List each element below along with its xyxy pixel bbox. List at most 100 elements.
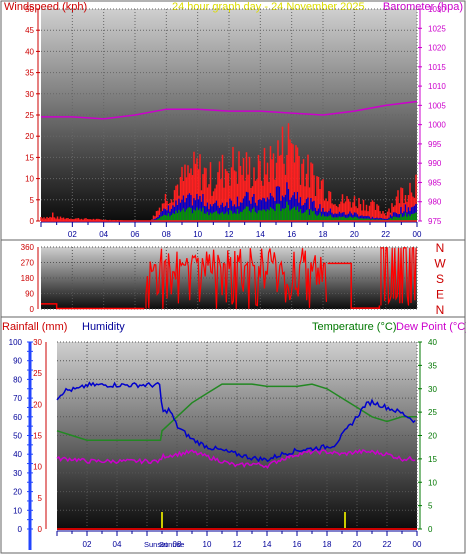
wind-series: [40, 100, 418, 222]
compass-label: N: [436, 241, 445, 255]
wind-x-tick-label: 20: [350, 230, 359, 239]
compass-label: S: [436, 272, 444, 286]
wind-y-tick-label: 25: [25, 111, 34, 120]
wind-axes: 0510152025303540455097598098599099510001…: [25, 5, 446, 239]
temperature-tick-label: 40: [428, 338, 437, 347]
barometer-tick-label: 995: [428, 140, 442, 149]
wind-y-tick-label: 0: [30, 217, 35, 226]
temperature-tick-label: 20: [428, 432, 437, 441]
wind-y-tick-label: 35: [25, 69, 34, 78]
temp-series: [56, 381, 417, 530]
compass-label: W: [434, 257, 446, 271]
humidity-tick-label: 90: [13, 357, 22, 366]
rainfall-tick-label: 0: [38, 525, 43, 534]
compass-label: N: [436, 303, 445, 317]
rainfall-tick-label: 15: [33, 432, 42, 441]
temp-x-tick-label: 08: [173, 540, 182, 549]
humidity-tick-label: 20: [13, 488, 22, 497]
temperature-line: [56, 383, 417, 441]
barometer-line: [41, 100, 418, 120]
direction-tick-label: 90: [25, 290, 34, 299]
wind-x-tick-label: 08: [162, 230, 171, 239]
barometer-tick-label: 1005: [428, 101, 446, 110]
rainfall-tick-label: 5: [38, 494, 43, 503]
humidity-tick-label: 40: [13, 450, 22, 459]
wind-y-tick-label: 45: [25, 26, 34, 35]
barometer-tick-label: 980: [428, 198, 442, 207]
sunset-label: Sunset: [144, 540, 168, 549]
direction-line: [327, 262, 381, 309]
temperature-tick-label: 5: [428, 502, 433, 511]
direction-series: [41, 247, 417, 310]
temperature-tick-label: 0: [428, 525, 433, 534]
temperature-tick-label: 15: [428, 455, 437, 464]
humidity-tick-label: 60: [13, 413, 22, 422]
temp-x-tick-label: 16: [293, 540, 302, 549]
temperature-tick-label: 35: [428, 361, 437, 370]
temp-axes: 0102030405060708090100051015202530051015…: [9, 338, 437, 550]
humidity-line: [56, 381, 416, 463]
wind-y-tick-label: 30: [25, 90, 34, 99]
rainfall-tick-label: 10: [33, 463, 42, 472]
temperature-tick-label: 30: [428, 385, 437, 394]
temp-x-tick-label: 22: [383, 540, 392, 549]
compass-label: E: [436, 288, 444, 302]
barometer-tick-label: 1010: [428, 82, 446, 91]
temperature-label: Temperature (°C): [312, 321, 396, 333]
barometer-tick-label: 1030: [428, 5, 446, 14]
humidity-label: Humidity: [82, 321, 125, 333]
rainfall-tick-label: 30: [33, 338, 42, 347]
wind-x-tick-label: 18: [319, 230, 328, 239]
direction-tick-label: 180: [21, 274, 35, 283]
wind-x-tick-label: 12: [225, 230, 234, 239]
wind-y-tick-label: 10: [25, 175, 34, 184]
humidity-tick-label: 50: [13, 432, 22, 441]
wind-x-tick-label: 06: [131, 230, 140, 239]
graph-title: 24 hour graph day - 24 November 2025: [172, 1, 365, 13]
humidity-tick-label: 100: [9, 338, 23, 347]
dewpoint-label: Dew Point (°C): [396, 321, 466, 333]
wind-x-tick-label: 00: [413, 230, 422, 239]
direction-line: [380, 247, 417, 306]
barometer-tick-label: 1000: [428, 121, 446, 130]
wind-y-tick-label: 15: [25, 153, 34, 162]
wind-y-tick-label: 5: [30, 196, 35, 205]
barometer-title: Barometer (hpa): [383, 1, 463, 13]
temperature-tick-label: 10: [428, 478, 437, 487]
temp-x-tick-label: 02: [83, 540, 92, 549]
barometer-tick-label: 985: [428, 178, 442, 187]
direction-tick-label: 360: [21, 243, 35, 252]
rainfall-tick-label: 25: [33, 369, 42, 378]
wind-x-tick-label: 02: [68, 230, 77, 239]
temp-x-tick-label: 04: [113, 540, 122, 549]
dewpoint-line: [56, 448, 416, 469]
barometer-tick-label: 990: [428, 159, 442, 168]
direction-grid: [41, 246, 418, 310]
wind-y-tick-label: 20: [25, 132, 34, 141]
temp-x-tick-label: 14: [263, 540, 272, 549]
barometer-tick-label: 975: [428, 217, 442, 226]
wind-x-tick-label: 10: [193, 230, 202, 239]
temp-x-tick-label: 18: [323, 540, 332, 549]
direction-tick-label: 270: [21, 259, 35, 268]
temp-x-tick-label: 12: [233, 540, 242, 549]
barometer-tick-label: 1020: [428, 44, 446, 53]
direction-line: [41, 303, 145, 310]
humidity-tick-label: 10: [13, 506, 22, 515]
rainfall-tick-label: 20: [33, 400, 42, 409]
humidity-tick-label: 70: [13, 394, 22, 403]
direction-tick-label: 0: [30, 305, 35, 314]
humidity-tick-label: 0: [18, 525, 23, 534]
wind-x-tick-label: 14: [256, 230, 265, 239]
windspeed-title: Windspeed (kph): [4, 1, 87, 13]
wind-y-tick-label: 50: [25, 5, 34, 14]
temp-x-tick-label: 20: [353, 540, 362, 549]
sunrise-label: Sunrise: [159, 540, 184, 549]
temperature-tick-label: 25: [428, 408, 437, 417]
wind-y-tick-label: 40: [25, 47, 34, 56]
rainfall-label: Rainfall (mm): [2, 321, 67, 333]
temp-x-tick-label: 10: [203, 540, 212, 549]
wind-x-tick-label: 04: [99, 230, 108, 239]
